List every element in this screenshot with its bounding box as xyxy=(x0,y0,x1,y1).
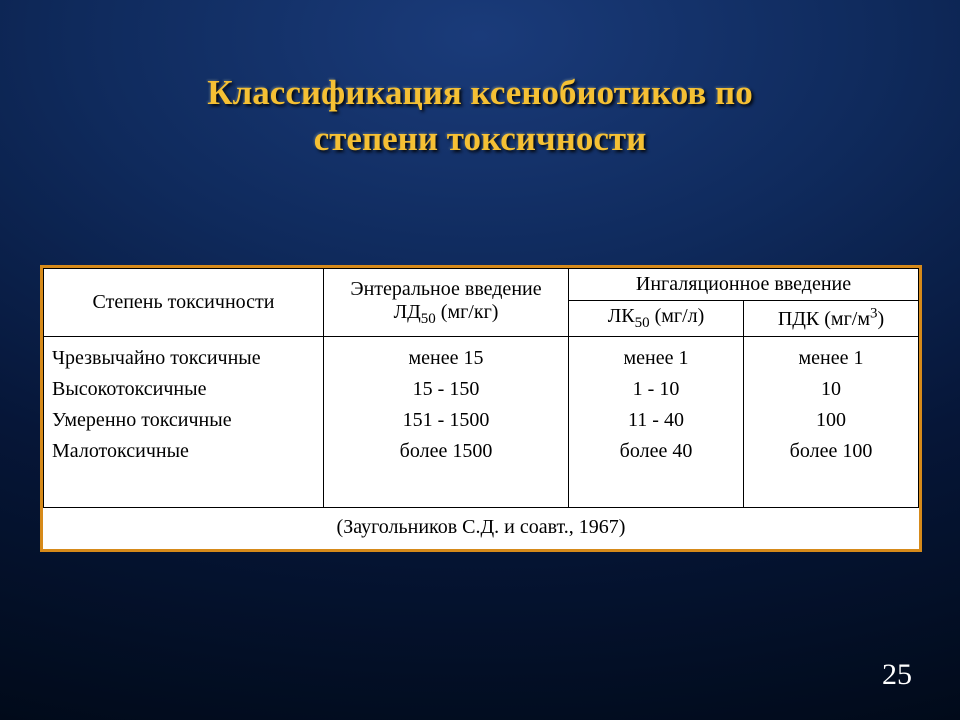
cell-lk50: 1 - 10 xyxy=(633,378,680,400)
cell-pdk: 10 xyxy=(821,378,841,400)
slide: Классификация ксенобиотиков по степени т… xyxy=(0,0,960,720)
title-line-1: Классификация ксенобиотиков по xyxy=(207,73,752,112)
header-degree: Степень токсичности xyxy=(93,291,275,313)
cell-name: Высокотоксичные xyxy=(52,378,206,400)
cell-ld50: более 1500 xyxy=(400,440,493,462)
cell-name: Малотоксичные xyxy=(52,440,189,462)
cell-lk50: более 40 xyxy=(620,440,693,462)
slide-title: Классификация ксенобиотиков по степени т… xyxy=(0,0,960,161)
cell-ld50: 15 - 150 xyxy=(413,378,480,400)
table-row: Чрезвычайно токсичные менее 15 менее 1 м… xyxy=(44,337,919,375)
cell-pdk: 100 xyxy=(816,409,846,431)
table-row: Умеренно токсичные 151 - 1500 11 - 40 10… xyxy=(44,405,919,436)
header-enteral-sub: ЛД50 (мг/кг) xyxy=(394,301,499,323)
table-row: Малотоксичные более 1500 более 40 более … xyxy=(44,436,919,508)
header-lk50: ЛК50 (мг/л) xyxy=(608,305,705,327)
header-inhalation: Ингаляционное введение xyxy=(636,273,851,295)
header-enteral-label: Энтеральное введение xyxy=(350,278,541,300)
title-line-2: степени токсичности xyxy=(314,119,647,158)
table-row: Высокотоксичные 15 - 150 1 - 10 10 xyxy=(44,374,919,405)
cell-pdk: менее 1 xyxy=(799,347,864,369)
page-number: 25 xyxy=(882,658,912,692)
cell-lk50: 11 - 40 xyxy=(628,409,684,431)
header-pdk: ПДК (мг/м3) xyxy=(778,308,884,330)
table-caption: (Заугольников С.Д. и соавт., 1967) xyxy=(337,516,626,538)
cell-lk50: менее 1 xyxy=(624,347,689,369)
cell-ld50: менее 15 xyxy=(409,347,484,369)
table-header-row-1: Степень токсичности Энтеральное введение… xyxy=(44,269,919,301)
cell-name: Чрезвычайно токсичные xyxy=(52,347,261,369)
toxicity-table-container: Степень токсичности Энтеральное введение… xyxy=(40,265,922,552)
toxicity-table: Степень токсичности Энтеральное введение… xyxy=(43,268,919,549)
cell-pdk: более 100 xyxy=(790,440,873,462)
cell-ld50: 151 - 1500 xyxy=(403,409,490,431)
table-caption-row: (Заугольников С.Д. и соавт., 1967) xyxy=(44,508,919,550)
cell-name: Умеренно токсичные xyxy=(52,409,232,431)
